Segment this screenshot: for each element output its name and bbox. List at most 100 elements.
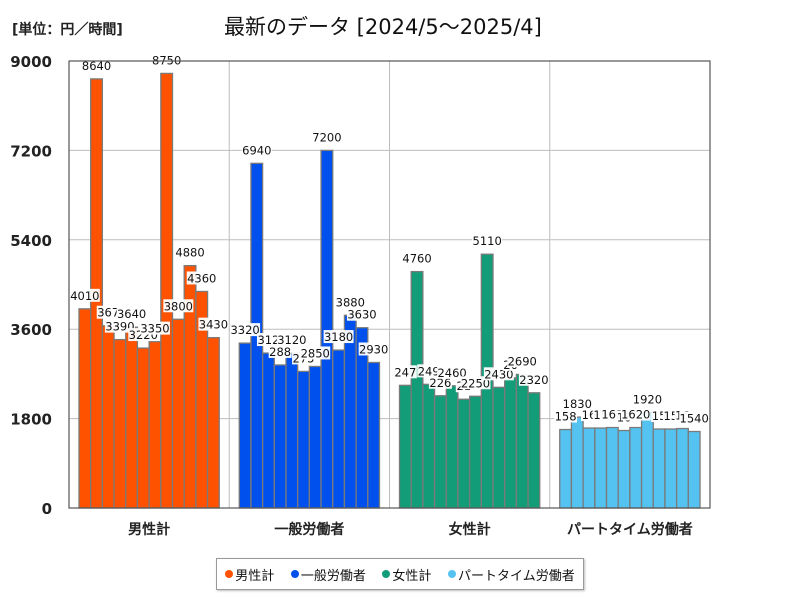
legend-marker-icon [382, 570, 391, 578]
y-tick-label: 5400 [10, 232, 52, 250]
bar [148, 340, 162, 509]
data-label: 3430 [199, 318, 228, 332]
data-label-bg [104, 319, 135, 333]
bar [504, 377, 518, 509]
bar [285, 352, 299, 509]
data-label: 4760 [402, 252, 431, 266]
bar [398, 384, 412, 509]
data-label-bg [311, 130, 342, 144]
bar [652, 428, 666, 509]
data-label-bg [472, 234, 503, 248]
plot-frame [68, 60, 711, 509]
data-label-bg [116, 307, 147, 321]
data-label: 3880 [336, 295, 365, 309]
data-label: 15 [663, 409, 678, 423]
bar [629, 426, 643, 509]
data-label: 3390 [105, 320, 134, 334]
data-label: 247 [394, 365, 416, 379]
bar [160, 72, 174, 509]
data-label-bg [186, 271, 217, 285]
data-label: 2850 [301, 346, 330, 360]
bar [515, 373, 529, 509]
legend-item-general-workers[interactable]: 一般労働者 [290, 565, 366, 584]
data-label: 5110 [473, 234, 502, 248]
bar [343, 314, 357, 509]
data-label: 2460 [437, 366, 466, 380]
data-label-bg [518, 372, 549, 386]
data-label-bg [346, 307, 377, 321]
data-label: 4360 [187, 271, 216, 285]
bar [617, 429, 631, 509]
bar [78, 308, 92, 509]
chart-title: 最新のデータ [2024/5～2025/4] [224, 15, 542, 39]
data-label-bg [323, 330, 354, 344]
data-label-bg [620, 407, 651, 421]
data-label-bg [507, 354, 538, 368]
bar [308, 365, 322, 509]
x-category-label: 一般労働者 [274, 521, 344, 538]
data-label: 3640 [117, 307, 146, 321]
bar [171, 318, 185, 509]
data-label-bg [163, 299, 194, 313]
bar [675, 427, 689, 509]
y-tick-label: 1800 [10, 411, 52, 429]
y-tick-label: 9000 [10, 53, 52, 71]
data-label-bg [460, 376, 491, 390]
data-label-bg [300, 346, 331, 360]
bar [125, 326, 139, 509]
data-label: 158 [555, 410, 577, 424]
y-tick-label: 3600 [10, 321, 52, 339]
legend-marker-icon [447, 570, 456, 578]
data-label: 6940 [242, 143, 271, 157]
data-label: 16 [582, 408, 597, 422]
bar [594, 427, 608, 509]
bar [492, 386, 506, 509]
bar [422, 383, 436, 509]
data-label: 288 [269, 345, 291, 359]
bar [559, 428, 573, 509]
data-label-bg [679, 411, 710, 425]
data-label: 1920 [633, 393, 662, 407]
legend-label: パートタイム労働者 [457, 568, 575, 584]
bar [136, 347, 150, 509]
bar [570, 416, 584, 509]
bar [206, 336, 220, 509]
legend-label: 女性計 [392, 568, 432, 584]
bar [297, 370, 311, 509]
bar [238, 342, 252, 509]
x-category-label: パートタイム労働者 [567, 521, 693, 538]
data-label: 4010 [70, 289, 99, 303]
data-label: 367 [97, 306, 119, 320]
y-tick-label: 0 [42, 500, 52, 518]
data-label: 226 [429, 376, 451, 390]
data-label: 2930 [359, 342, 388, 356]
legend-marker-icon [290, 570, 299, 578]
data-label: 4880 [175, 246, 204, 260]
data-label-bg [276, 333, 307, 347]
data-label-bg [428, 375, 452, 389]
legend-item-male-total[interactable]: 男性計 [225, 565, 274, 584]
data-label-bg [96, 305, 120, 319]
data-label-bg [437, 365, 468, 379]
data-label-bg [256, 333, 280, 347]
x-category-label: 女性計 [449, 521, 491, 538]
data-label: 249 [418, 364, 440, 378]
legend-label: 一般労働者 [300, 568, 366, 584]
legend-item-part-time-workers[interactable]: パートタイム労働者 [447, 565, 575, 584]
data-label: 1540 [680, 412, 709, 426]
data-label-bg [81, 58, 112, 72]
legend-label: 男性計 [235, 568, 275, 584]
bar [433, 395, 447, 509]
data-label: 8640 [82, 59, 111, 73]
data-label-bg [632, 392, 663, 406]
bar [605, 426, 619, 509]
data-label-bg [175, 245, 206, 259]
legend-item-female-total[interactable]: 女性計 [382, 565, 431, 584]
data-label-bg [198, 317, 229, 331]
bar [640, 411, 654, 509]
data-label-bg [69, 288, 100, 302]
legend-marker-icon [225, 570, 234, 578]
bar [527, 392, 541, 509]
data-label-bg [230, 323, 261, 337]
bar [101, 325, 115, 509]
